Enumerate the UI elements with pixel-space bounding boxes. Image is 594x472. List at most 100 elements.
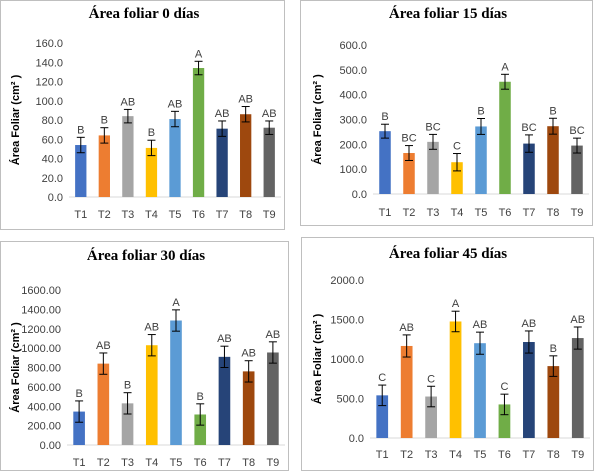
bar-t8 xyxy=(240,114,252,197)
x-tick-label: T6 xyxy=(192,209,205,221)
y-tick-label: 1600.00 xyxy=(21,285,61,297)
y-tick-label: 600.0 xyxy=(339,40,367,52)
x-tick-label: T9 xyxy=(571,449,584,461)
bar-t4 xyxy=(145,147,158,197)
significance-label: AB xyxy=(241,348,256,360)
bar-t8 xyxy=(547,366,560,438)
y-tick-label: 500.0 xyxy=(339,65,367,77)
x-tick-label: T7 xyxy=(523,207,536,219)
bar-t9 xyxy=(263,127,275,197)
y-tick-label: 140.0 xyxy=(35,57,63,69)
significance-label: BC xyxy=(401,133,416,145)
bar-t6 xyxy=(194,414,207,445)
x-tick-label: T5 xyxy=(475,207,488,219)
y-tick-label: 800.00 xyxy=(27,363,61,375)
significance-label: AB xyxy=(215,108,230,120)
x-tick-label: T6 xyxy=(498,449,511,461)
significance-label: B xyxy=(101,115,108,127)
bar-t3 xyxy=(425,396,437,438)
bar-t4 xyxy=(145,345,158,445)
x-tick-label: T7 xyxy=(218,457,231,469)
y-tick-label: 1000.00 xyxy=(21,343,61,355)
x-tick-label: T1 xyxy=(376,449,389,461)
y-tick-label: 300.0 xyxy=(339,115,367,127)
significance-label: B xyxy=(124,380,131,392)
significance-label: B xyxy=(197,391,204,403)
bar-t8 xyxy=(242,371,255,445)
y-tick-label: 1000.0 xyxy=(330,354,364,366)
y-tick-label: 120.0 xyxy=(35,77,63,89)
y-tick-label: 1400.00 xyxy=(21,304,61,316)
significance-label: C xyxy=(453,141,461,153)
x-tick-label: T4 xyxy=(449,449,462,461)
y-tick-label: 0.00 xyxy=(40,440,61,452)
bar-t1 xyxy=(379,131,391,194)
bar-t7 xyxy=(523,143,535,194)
y-tick-label: 400.0 xyxy=(339,90,367,102)
bar-t7 xyxy=(216,128,228,197)
bar-t7 xyxy=(218,356,231,445)
significance-label: B xyxy=(148,127,155,139)
x-tick-label: T5 xyxy=(170,457,183,469)
y-tick-label: 0.0 xyxy=(352,189,367,201)
bar-t5 xyxy=(170,320,182,445)
y-tick-label: 160.0 xyxy=(35,38,63,50)
bar-t2 xyxy=(97,363,110,445)
chart-panel-0-dias: Área foliar 0 días Área Foliar (cm² ) 0.0 2… xyxy=(0,0,285,230)
chart-title: Área foliar 15 días xyxy=(389,5,507,22)
x-tick-label: T5 xyxy=(474,449,487,461)
bar-t4 xyxy=(451,162,463,194)
chart-area-foliar-0-dias: Área foliar 0 días Área Foliar (cm² ) 0.0 2… xyxy=(9,5,281,221)
significance-label: AB xyxy=(168,98,183,110)
bar-t1 xyxy=(376,395,389,438)
significance-label: A xyxy=(172,297,180,309)
significance-label: AB xyxy=(473,319,488,331)
significance-label: AB xyxy=(144,322,159,334)
significance-label: AB xyxy=(570,314,585,326)
y-axis-label: Área Foliar (cm² ) xyxy=(311,313,324,404)
y-tick-label: 600.00 xyxy=(27,382,61,394)
x-tick-label: T8 xyxy=(239,209,252,221)
x-tick-label: T4 xyxy=(145,457,158,469)
bar-t6 xyxy=(192,68,205,198)
x-tick-label: T9 xyxy=(571,207,584,219)
bar-t2 xyxy=(403,153,415,194)
x-tick-label: T4 xyxy=(451,207,464,219)
y-tick-label: 500.0 xyxy=(336,394,364,406)
x-tick-label: T8 xyxy=(547,207,560,219)
y-tick-label: 200.00 xyxy=(27,421,61,433)
chart-area-foliar-15-dias: Área foliar 15 días Área Foliar (cm² ) 0.0… xyxy=(311,5,589,219)
significance-label: BC xyxy=(521,122,536,134)
bar-t2 xyxy=(400,345,413,438)
y-tick-label: 100.0 xyxy=(35,96,63,108)
bar-t8 xyxy=(547,126,559,194)
y-tick-label: 2000.0 xyxy=(330,275,364,287)
x-tick-label: T3 xyxy=(425,449,438,461)
x-tick-label: T5 xyxy=(169,209,182,221)
bar-t1 xyxy=(73,411,85,445)
y-tick-label: 0.0 xyxy=(349,433,364,445)
x-tick-label: T2 xyxy=(98,209,111,221)
significance-label: B xyxy=(381,111,388,123)
x-tick-label: T9 xyxy=(263,209,276,221)
significance-label: AB xyxy=(522,318,537,330)
y-axis-label: Área Foliar (cm² ) xyxy=(9,74,22,165)
y-axis-label: Área Foliar (cm² ) xyxy=(9,322,22,413)
x-tick-label: T6 xyxy=(499,207,512,219)
chart-panel-15-dias: Área foliar 15 días Área Foliar (cm² ) 0.0… xyxy=(300,0,593,226)
chart-title: Área foliar 45 días xyxy=(389,245,507,262)
x-tick-label: T1 xyxy=(379,207,392,219)
x-tick-label: T2 xyxy=(97,457,110,469)
bar-t5 xyxy=(474,343,486,438)
significance-label: B xyxy=(477,106,484,118)
significance-label: A xyxy=(452,298,460,310)
bar-t5 xyxy=(475,126,487,194)
bar-t3 xyxy=(121,403,134,445)
significance-label: A xyxy=(501,61,509,73)
significance-label: BC xyxy=(569,125,584,137)
x-tick-label: T8 xyxy=(547,449,560,461)
chart-panel-45-dias: Área foliar 45 días Área Foliar (cm² ) 0.0… xyxy=(301,237,594,471)
significance-label: BC xyxy=(425,121,440,133)
y-tick-label: 1500.0 xyxy=(330,315,364,327)
bar-t2 xyxy=(98,135,110,197)
